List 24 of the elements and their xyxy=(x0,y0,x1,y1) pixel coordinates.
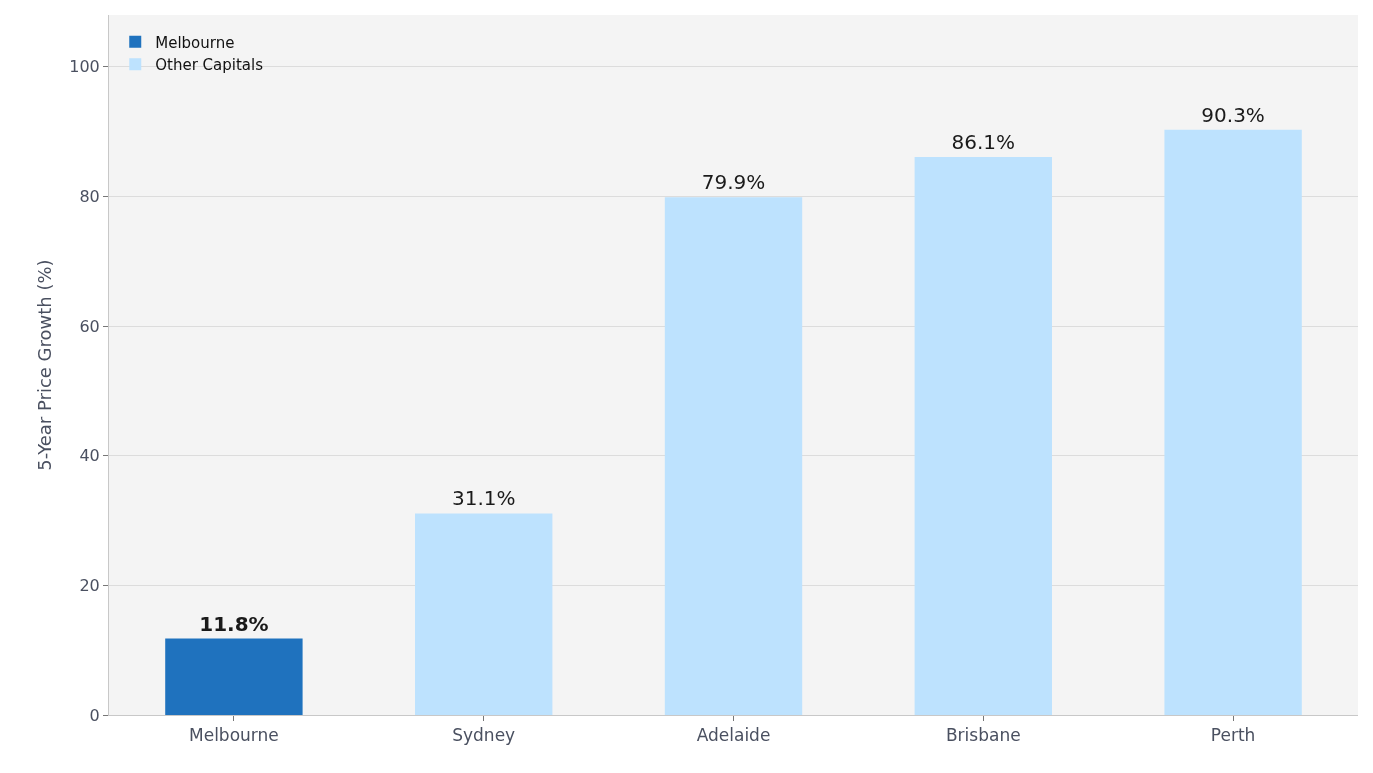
x-tick-label: Adelaide xyxy=(696,725,771,746)
data-label: 86.1% xyxy=(951,129,1016,154)
data-label: 90.3% xyxy=(1201,102,1265,127)
y-axis-title: 5-Year Price Growth (%) xyxy=(34,259,56,471)
y-tick-label: 80 xyxy=(79,187,100,207)
bar xyxy=(664,197,803,715)
y-tick-label: 20 xyxy=(79,575,100,595)
data-label: 79.9% xyxy=(701,170,766,195)
x-tick-label: Sydney xyxy=(452,725,516,746)
data-label: 11.8% xyxy=(199,611,269,636)
y-tick-label: 100 xyxy=(69,57,100,77)
x-tick-label: Brisbane xyxy=(945,725,1021,746)
bar xyxy=(165,638,303,715)
y-tick-label: 0 xyxy=(89,705,100,725)
bar xyxy=(1164,129,1302,715)
y-tick-label: 40 xyxy=(79,446,100,466)
bar xyxy=(914,156,1052,715)
y-tick-label: 60 xyxy=(79,316,100,336)
data-label: 31.1% xyxy=(451,486,516,511)
legend-label: Melbourne xyxy=(155,33,235,52)
x-tick-label: Perth xyxy=(1210,725,1256,746)
x-tick-label: Melbourne xyxy=(189,725,279,746)
legend-label: Other Capitals xyxy=(155,56,264,75)
bar xyxy=(415,513,553,715)
